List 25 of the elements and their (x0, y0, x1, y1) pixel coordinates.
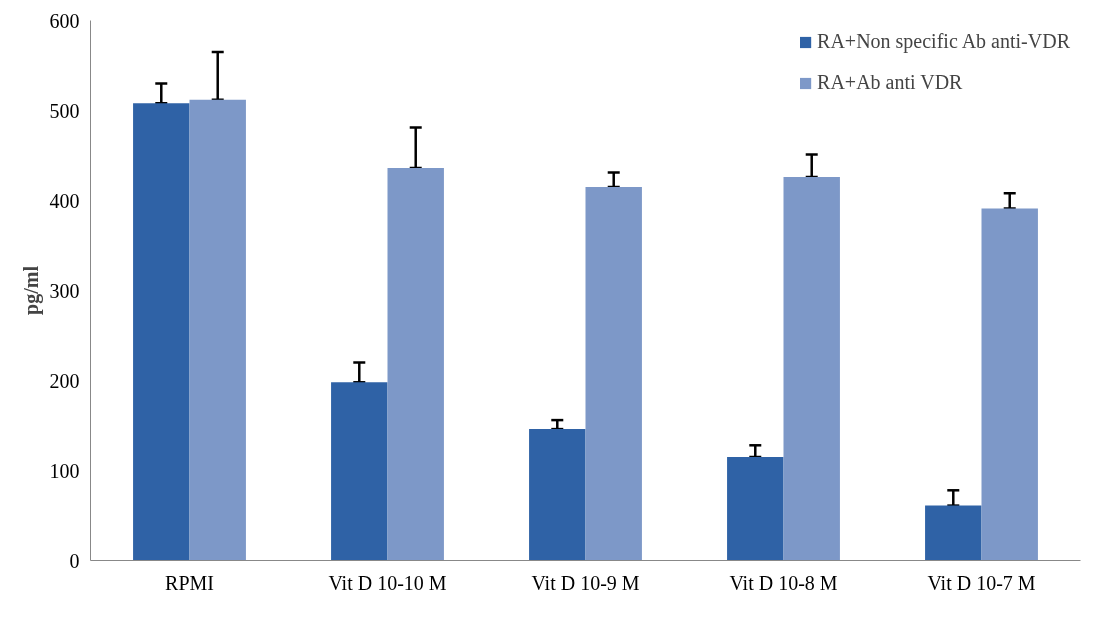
bar (585, 187, 642, 561)
x-tick-label: Vit D 10-9 M (531, 571, 640, 594)
bar (981, 208, 1038, 561)
x-tick-label: RPMI (165, 571, 214, 594)
x-tick-label: Vit D 10-10 M (328, 571, 447, 594)
bar (529, 429, 586, 561)
legend-label: RA+Non specific Ab anti-VDR (817, 30, 1070, 53)
x-tick-label: Vit D 10-8 M (729, 571, 838, 594)
y-axis-title: pg/ml (19, 265, 43, 315)
bar (783, 177, 840, 561)
legend-label: RA+Ab anti VDR (817, 71, 963, 94)
bar (387, 168, 444, 561)
y-tick-label: 100 (49, 459, 80, 482)
bar (727, 457, 784, 561)
y-tick-label: 300 (49, 279, 80, 302)
bar (133, 103, 190, 561)
y-tick-label: 500 (49, 99, 80, 122)
bar (331, 382, 388, 561)
y-tick-label: 200 (49, 369, 80, 392)
y-tick-label: 600 (49, 9, 80, 32)
bar (189, 99, 246, 561)
x-tick-label: Vit D 10-7 M (927, 571, 1036, 594)
y-tick-label: 400 (49, 189, 80, 212)
bar (925, 505, 982, 561)
y-tick-label: 0 (69, 549, 80, 572)
